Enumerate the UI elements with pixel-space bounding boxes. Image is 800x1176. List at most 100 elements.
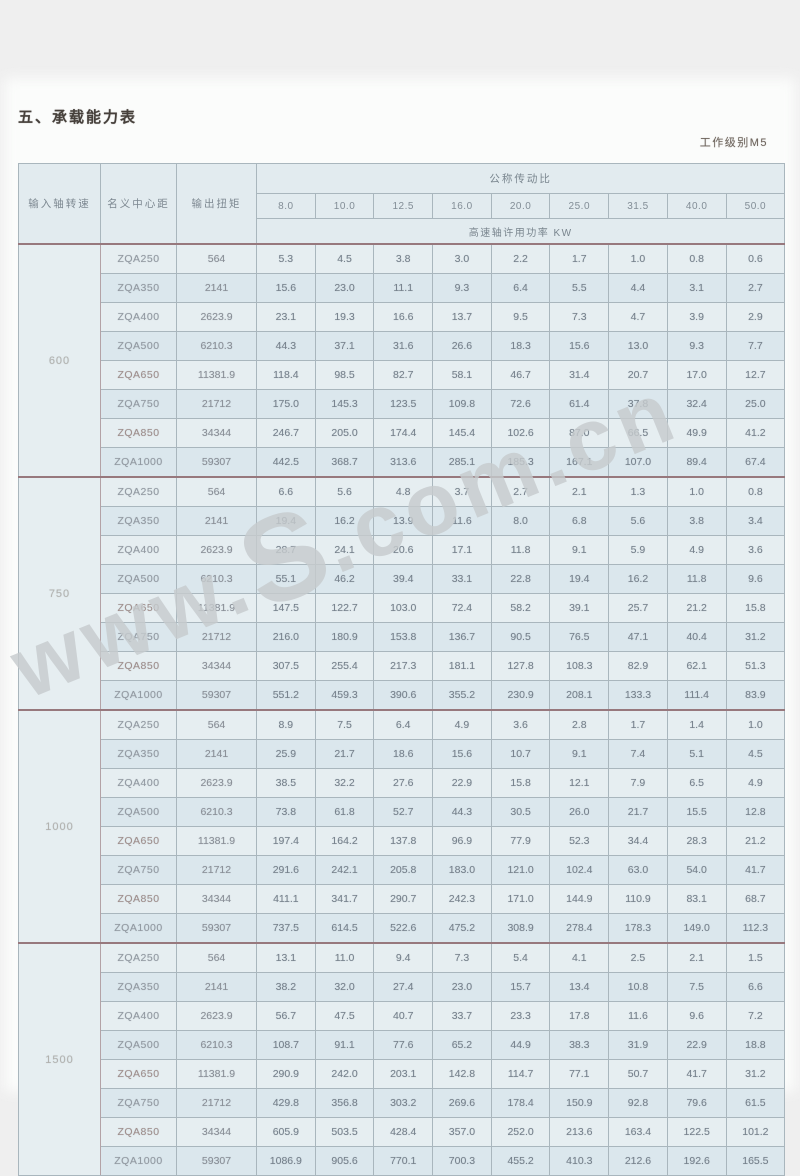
power-value-cell: 41.7 bbox=[725, 855, 786, 885]
power-value-cell: 3.7 bbox=[432, 476, 492, 507]
torque-cell: 21712 bbox=[176, 622, 257, 652]
power-value-cell: 77.6 bbox=[373, 1030, 434, 1060]
power-value-cell: 92.8 bbox=[608, 1088, 668, 1118]
model-cell: ZQA500 bbox=[100, 331, 177, 361]
power-value-cell: 291.6 bbox=[256, 855, 316, 885]
power-value-cell: 255.4 bbox=[314, 651, 375, 681]
power-value-cell: 52.3 bbox=[549, 826, 610, 856]
power-value-cell: 27.6 bbox=[373, 768, 434, 798]
power-value-cell: 10.7 bbox=[490, 739, 551, 769]
power-value-cell: 77.9 bbox=[490, 826, 551, 856]
torque-cell: 2141 bbox=[176, 972, 257, 1002]
power-value-cell: 503.5 bbox=[314, 1117, 375, 1147]
power-value-cell: 217.3 bbox=[373, 651, 434, 681]
torque-cell: 21712 bbox=[176, 855, 257, 885]
model-cell: ZQA750 bbox=[100, 389, 177, 419]
power-value-cell: 102.4 bbox=[549, 855, 610, 885]
power-value-cell: 368.7 bbox=[314, 447, 375, 478]
power-value-cell: 6.5 bbox=[666, 768, 727, 798]
table-row: ZQA650 11381.9 197.4 164.2 137.8 96.9 77.9 52.3… bbox=[19, 826, 786, 856]
power-value-cell: 410.3 bbox=[549, 1146, 610, 1176]
table-row: 600 ZQA250 564 5.3 4.5 3.8 3.0 2.2 1.7 1.0 0.8 0.6 bbox=[18, 243, 786, 478]
power-value-cell: 357.0 bbox=[432, 1117, 492, 1147]
power-value-cell: 203.1 bbox=[373, 1059, 434, 1089]
power-value-cell: 5.4 bbox=[490, 942, 551, 973]
power-value-cell: 9.3 bbox=[432, 273, 492, 303]
model-cell: ZQA250 bbox=[100, 709, 177, 740]
power-value-cell: 144.9 bbox=[549, 884, 610, 914]
power-value-cell: 213.6 bbox=[549, 1117, 610, 1147]
power-value-cell: 18.6 bbox=[373, 739, 434, 769]
power-value-cell: 11.6 bbox=[608, 1001, 668, 1031]
power-value-cell: 242.0 bbox=[314, 1059, 375, 1089]
input-speed-cell: 1000 bbox=[18, 709, 101, 944]
power-value-cell: 32.0 bbox=[314, 972, 375, 1002]
header-input-speed: 输入轴转速 bbox=[18, 163, 101, 245]
page-title: 五、承载能力表 bbox=[18, 109, 138, 126]
model-cell: ZQA250 bbox=[100, 942, 177, 973]
power-value-cell: 9.4 bbox=[373, 942, 434, 973]
power-value-cell: 33.1 bbox=[432, 564, 492, 594]
power-value-cell: 49.9 bbox=[666, 418, 727, 448]
power-value-cell: 10.8 bbox=[608, 972, 668, 1002]
table-row: ZQA500 6210.3 108.7 91.1 77.6 65.2 44.9 38.3 31.… bbox=[19, 1030, 786, 1060]
table-row: ZQA350 2141 38.2 32.0 27.4 23.0 15.7 13.4 10.8 7.… bbox=[19, 972, 786, 1002]
power-value-cell: 39.4 bbox=[373, 564, 434, 594]
power-value-cell: 614.5 bbox=[314, 913, 375, 944]
model-cell: ZQA500 bbox=[100, 797, 177, 827]
ratio-cell: 8.0 bbox=[256, 193, 316, 219]
power-value-cell: 26.0 bbox=[549, 797, 610, 827]
power-value-cell: 308.9 bbox=[490, 913, 551, 944]
power-value-cell: 208.1 bbox=[549, 680, 610, 711]
model-cell: ZQA250 bbox=[100, 476, 177, 507]
power-value-cell: 22.9 bbox=[432, 768, 492, 798]
power-value-cell: 5.3 bbox=[256, 243, 316, 274]
power-value-cell: 15.7 bbox=[490, 972, 551, 1002]
input-speed-cell: 750 bbox=[18, 476, 101, 711]
power-value-cell: 192.6 bbox=[666, 1146, 727, 1176]
power-value-cell: 61.5 bbox=[725, 1088, 786, 1118]
power-value-cell: 551.2 bbox=[256, 680, 316, 711]
power-value-cell: 285.1 bbox=[432, 447, 492, 478]
table-row: ZQA1000 59307 442.5 368.7 313.6 285.1 185.3 167… bbox=[19, 447, 786, 478]
power-value-cell: 61.8 bbox=[314, 797, 375, 827]
power-value-cell: 21.2 bbox=[666, 593, 727, 623]
power-value-cell: 41.7 bbox=[666, 1059, 727, 1089]
power-value-cell: 145.3 bbox=[314, 389, 375, 419]
power-value-cell: 90.5 bbox=[490, 622, 551, 652]
power-value-cell: 455.2 bbox=[490, 1146, 551, 1176]
power-value-cell: 32.4 bbox=[666, 389, 727, 419]
power-value-cell: 183.0 bbox=[432, 855, 492, 885]
power-value-cell: 13.0 bbox=[608, 331, 668, 361]
header-center-distance: 名义中心距 bbox=[100, 163, 177, 245]
power-value-cell: 123.5 bbox=[373, 389, 434, 419]
header-power-label: 高速轴许用功率 KW bbox=[255, 218, 786, 245]
power-value-cell: 18.8 bbox=[725, 1030, 786, 1060]
power-value-cell: 2.1 bbox=[549, 476, 610, 507]
torque-cell: 2141 bbox=[176, 739, 257, 769]
power-value-cell: 18.3 bbox=[490, 331, 551, 361]
power-value-cell: 1.7 bbox=[608, 709, 668, 740]
table-row: ZQA650 11381.9 290.9 242.0 203.1 142.8 114.7 77… bbox=[19, 1059, 786, 1089]
power-value-cell: 3.4 bbox=[725, 506, 786, 536]
table-row: ZQA400 2623.9 23.1 19.3 16.6 13.7 9.5 7.3 4.7 3.9… bbox=[19, 302, 786, 332]
model-cell: ZQA650 bbox=[100, 1059, 177, 1089]
power-value-cell: 290.7 bbox=[373, 884, 434, 914]
table-row: ZQA400 2623.9 56.7 47.5 40.7 33.7 23.3 17.8 11.6… bbox=[19, 1001, 786, 1031]
table-row: ZQA500 6210.3 55.1 46.2 39.4 33.1 22.8 19.4 16.2… bbox=[19, 564, 786, 594]
power-value-cell: 2.7 bbox=[725, 273, 786, 303]
torque-cell: 34344 bbox=[176, 1117, 257, 1147]
power-value-cell: 9.5 bbox=[490, 302, 551, 332]
power-value-cell: 4.8 bbox=[373, 476, 434, 507]
power-value-cell: 51.3 bbox=[725, 651, 786, 681]
power-value-cell: 31.9 bbox=[608, 1030, 668, 1060]
power-value-cell: 107.0 bbox=[608, 447, 668, 478]
power-value-cell: 44.9 bbox=[490, 1030, 551, 1060]
power-value-cell: 3.6 bbox=[490, 709, 551, 740]
power-value-cell: 72.6 bbox=[490, 389, 551, 419]
power-value-cell: 356.8 bbox=[314, 1088, 375, 1118]
power-value-cell: 11.8 bbox=[666, 564, 727, 594]
power-value-cell: 23.0 bbox=[432, 972, 492, 1002]
power-value-cell: 475.2 bbox=[432, 913, 492, 944]
power-value-cell: 15.6 bbox=[256, 273, 316, 303]
